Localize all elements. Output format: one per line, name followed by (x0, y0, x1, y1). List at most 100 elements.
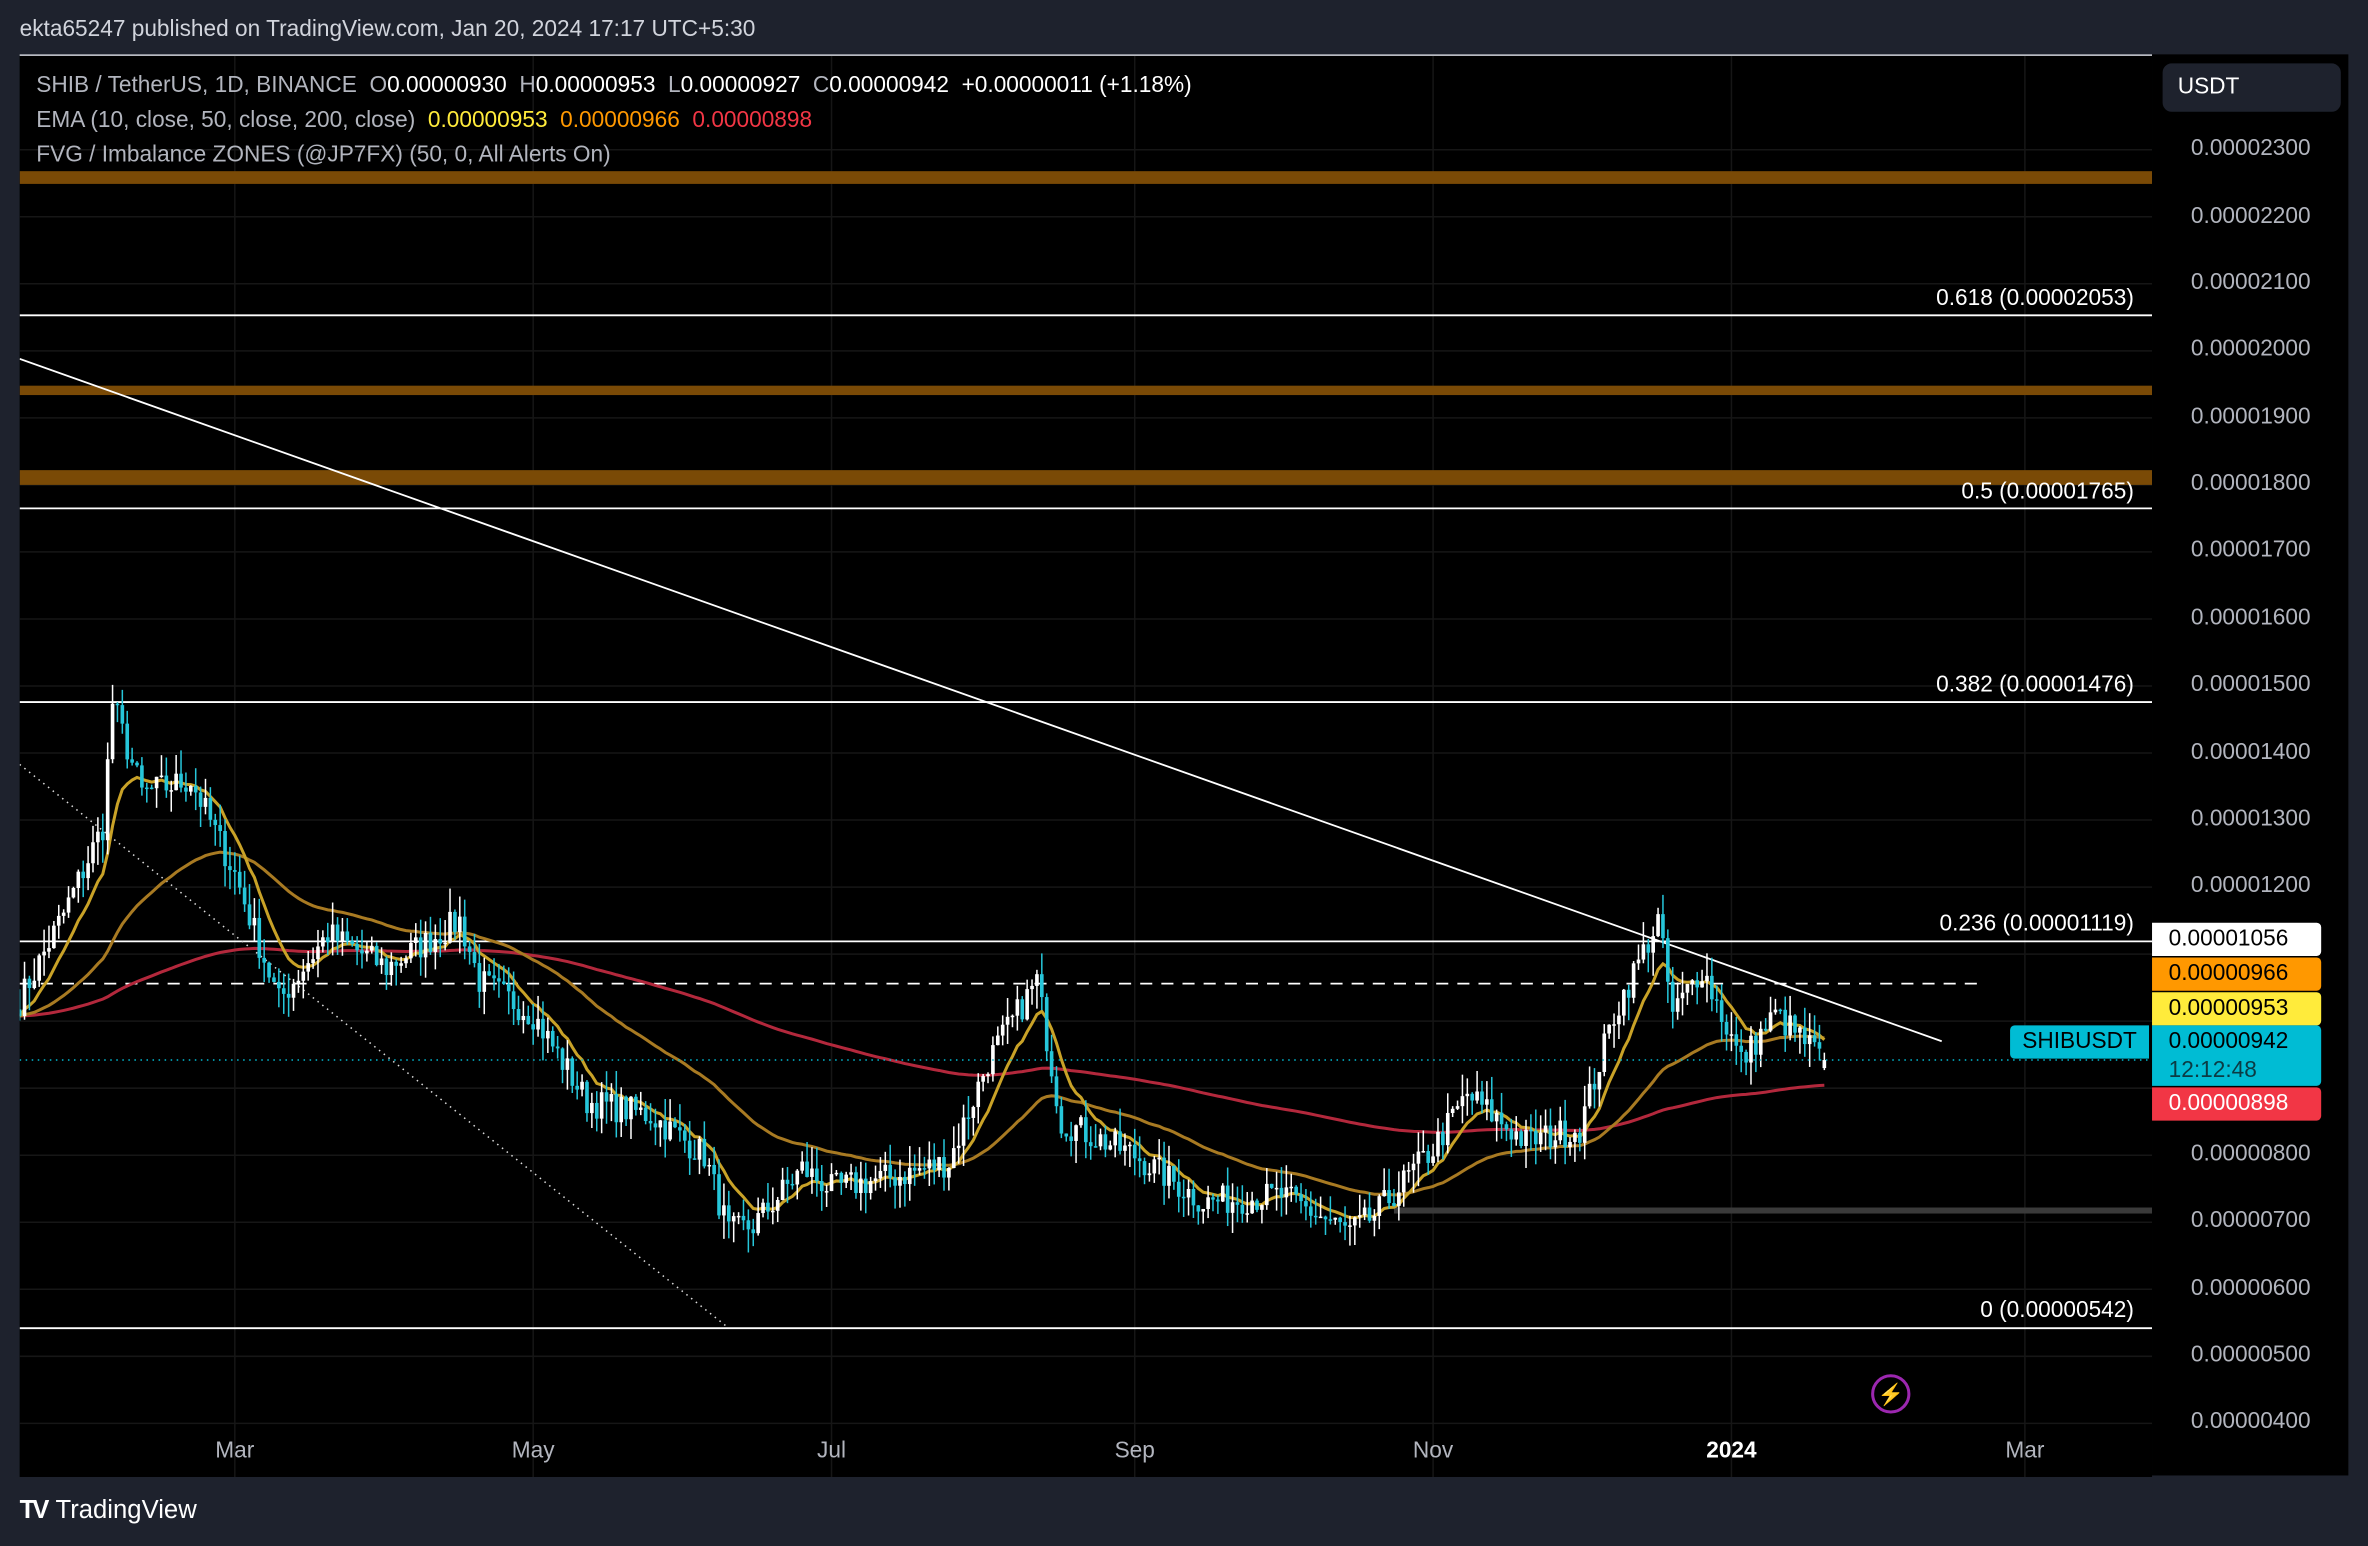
candle-body (472, 952, 477, 964)
candle-body (888, 1164, 893, 1178)
candle-body (1651, 936, 1655, 953)
candle-body (878, 1170, 883, 1179)
candle-body (32, 980, 37, 989)
candle-body (1255, 1200, 1259, 1210)
candle-body (1426, 1151, 1431, 1163)
chart-pane[interactable]: SHIB / TetherUS, 1D, BINANCE O0.00000930… (19, 54, 2153, 1477)
ema200-value: 0.00000898 (692, 107, 813, 133)
low-value: 0.00000927 (680, 72, 801, 99)
candle-body (399, 963, 403, 966)
candle-body (746, 1220, 751, 1230)
candle-body (56, 915, 61, 926)
candle-body (1529, 1129, 1533, 1132)
time-tick: 2024 (1706, 1437, 1757, 1464)
time-tick: Jul (817, 1437, 846, 1464)
candle-body (1710, 975, 1714, 1000)
candle-body (1729, 1034, 1734, 1036)
candle-body (619, 1096, 624, 1123)
price-chart[interactable] (19, 55, 2153, 1477)
candle-body (223, 830, 227, 867)
candle-body (1098, 1134, 1103, 1147)
candle-body (682, 1130, 687, 1141)
currency-button[interactable]: USDT (2162, 63, 2341, 112)
candle-body (1035, 974, 1039, 986)
candle-body (1450, 1108, 1455, 1113)
candle-body (668, 1121, 672, 1140)
lightning-icon[interactable]: ⚡ (1871, 1374, 1911, 1414)
candle-body (1470, 1093, 1475, 1101)
candle-body (883, 1164, 888, 1171)
price-tick: 0.00001900 (2190, 403, 2311, 430)
time-axis[interactable]: Mar May Jul Sep Nov 2024 Mar (20, 1420, 2152, 1476)
candle-body (810, 1168, 814, 1177)
candle-body (91, 842, 95, 864)
candle-body (1167, 1165, 1171, 1186)
candle-body (1524, 1129, 1528, 1147)
candle-body (942, 1157, 946, 1178)
candle-body (291, 983, 296, 998)
symbol-legend[interactable]: SHIB / TetherUS, 1D, BINANCE O0.00000930… (36, 72, 1191, 98)
time-tick: Mar (2005, 1437, 2045, 1464)
candle-body (188, 785, 193, 792)
price-tick: 0.00000600 (2190, 1274, 2311, 1301)
candle-body (184, 787, 188, 792)
candle-body (1714, 999, 1719, 1001)
candle-body (653, 1123, 658, 1128)
candle-body (697, 1138, 702, 1160)
candle-body (1802, 1027, 1807, 1045)
candle-body (702, 1138, 707, 1167)
candle-body (1538, 1132, 1543, 1145)
candle-body (995, 1035, 1000, 1046)
candle-body (1602, 1033, 1607, 1072)
candle-body (1597, 1071, 1602, 1090)
candle-body (125, 723, 130, 760)
candle-body (1172, 1165, 1176, 1182)
candle-body (951, 1148, 956, 1168)
candle-body (355, 943, 359, 951)
candle-body (761, 1202, 765, 1214)
candle-body (1397, 1192, 1401, 1206)
fvg-legend[interactable]: FVG / Imbalance ZONES (@JP7FX) (50, 0, A… (36, 141, 611, 168)
tradingview-logo[interactable]: TV TradingView (20, 1495, 197, 1525)
candle-body (780, 1179, 785, 1200)
candle-body (247, 904, 252, 926)
candle-body (516, 1009, 521, 1021)
candle-body (281, 988, 286, 994)
candle-body (1406, 1170, 1411, 1172)
candle-body (859, 1178, 863, 1194)
candle-body (66, 897, 71, 913)
candle-body (790, 1183, 795, 1186)
candle-body (1240, 1204, 1245, 1214)
price-tick: 0.00001700 (2190, 537, 2311, 564)
candle-body (981, 1076, 985, 1082)
candle-body (1245, 1213, 1250, 1215)
candle-body (1147, 1173, 1152, 1176)
candle-body (1436, 1131, 1440, 1157)
candle-body (492, 975, 496, 979)
candle-body (692, 1158, 697, 1160)
ema50-value: 0.00000966 (560, 107, 680, 133)
candle-body (1401, 1170, 1406, 1193)
candle-body (903, 1176, 907, 1185)
candle-body (1641, 944, 1646, 960)
candle-body (1250, 1200, 1254, 1214)
candle-body (1313, 1215, 1318, 1218)
candle-body (1744, 1051, 1748, 1063)
candle-body (648, 1121, 653, 1124)
ema-legend[interactable]: EMA (10, close, 50, close, 200, close) 0… (36, 107, 812, 133)
candle-body (335, 924, 340, 941)
candle-body (120, 705, 125, 724)
fvg-zone (19, 385, 2153, 396)
candle-body (86, 863, 90, 879)
candle-body (262, 957, 266, 963)
price-tick: 0.00002100 (2190, 269, 2311, 296)
candle-body (1186, 1188, 1191, 1198)
candle-body (1695, 980, 1699, 988)
candle-body (1382, 1190, 1386, 1197)
price-axis[interactable]: 0.00002300 0.00002200 0.00002100 0.00002000… (2152, 54, 2349, 1476)
candle-body (555, 1046, 560, 1049)
candle-body (712, 1164, 716, 1175)
candle-body (467, 946, 472, 953)
candle-body (22, 978, 27, 1017)
level-price-label: 0.00001056 (2152, 922, 2322, 956)
